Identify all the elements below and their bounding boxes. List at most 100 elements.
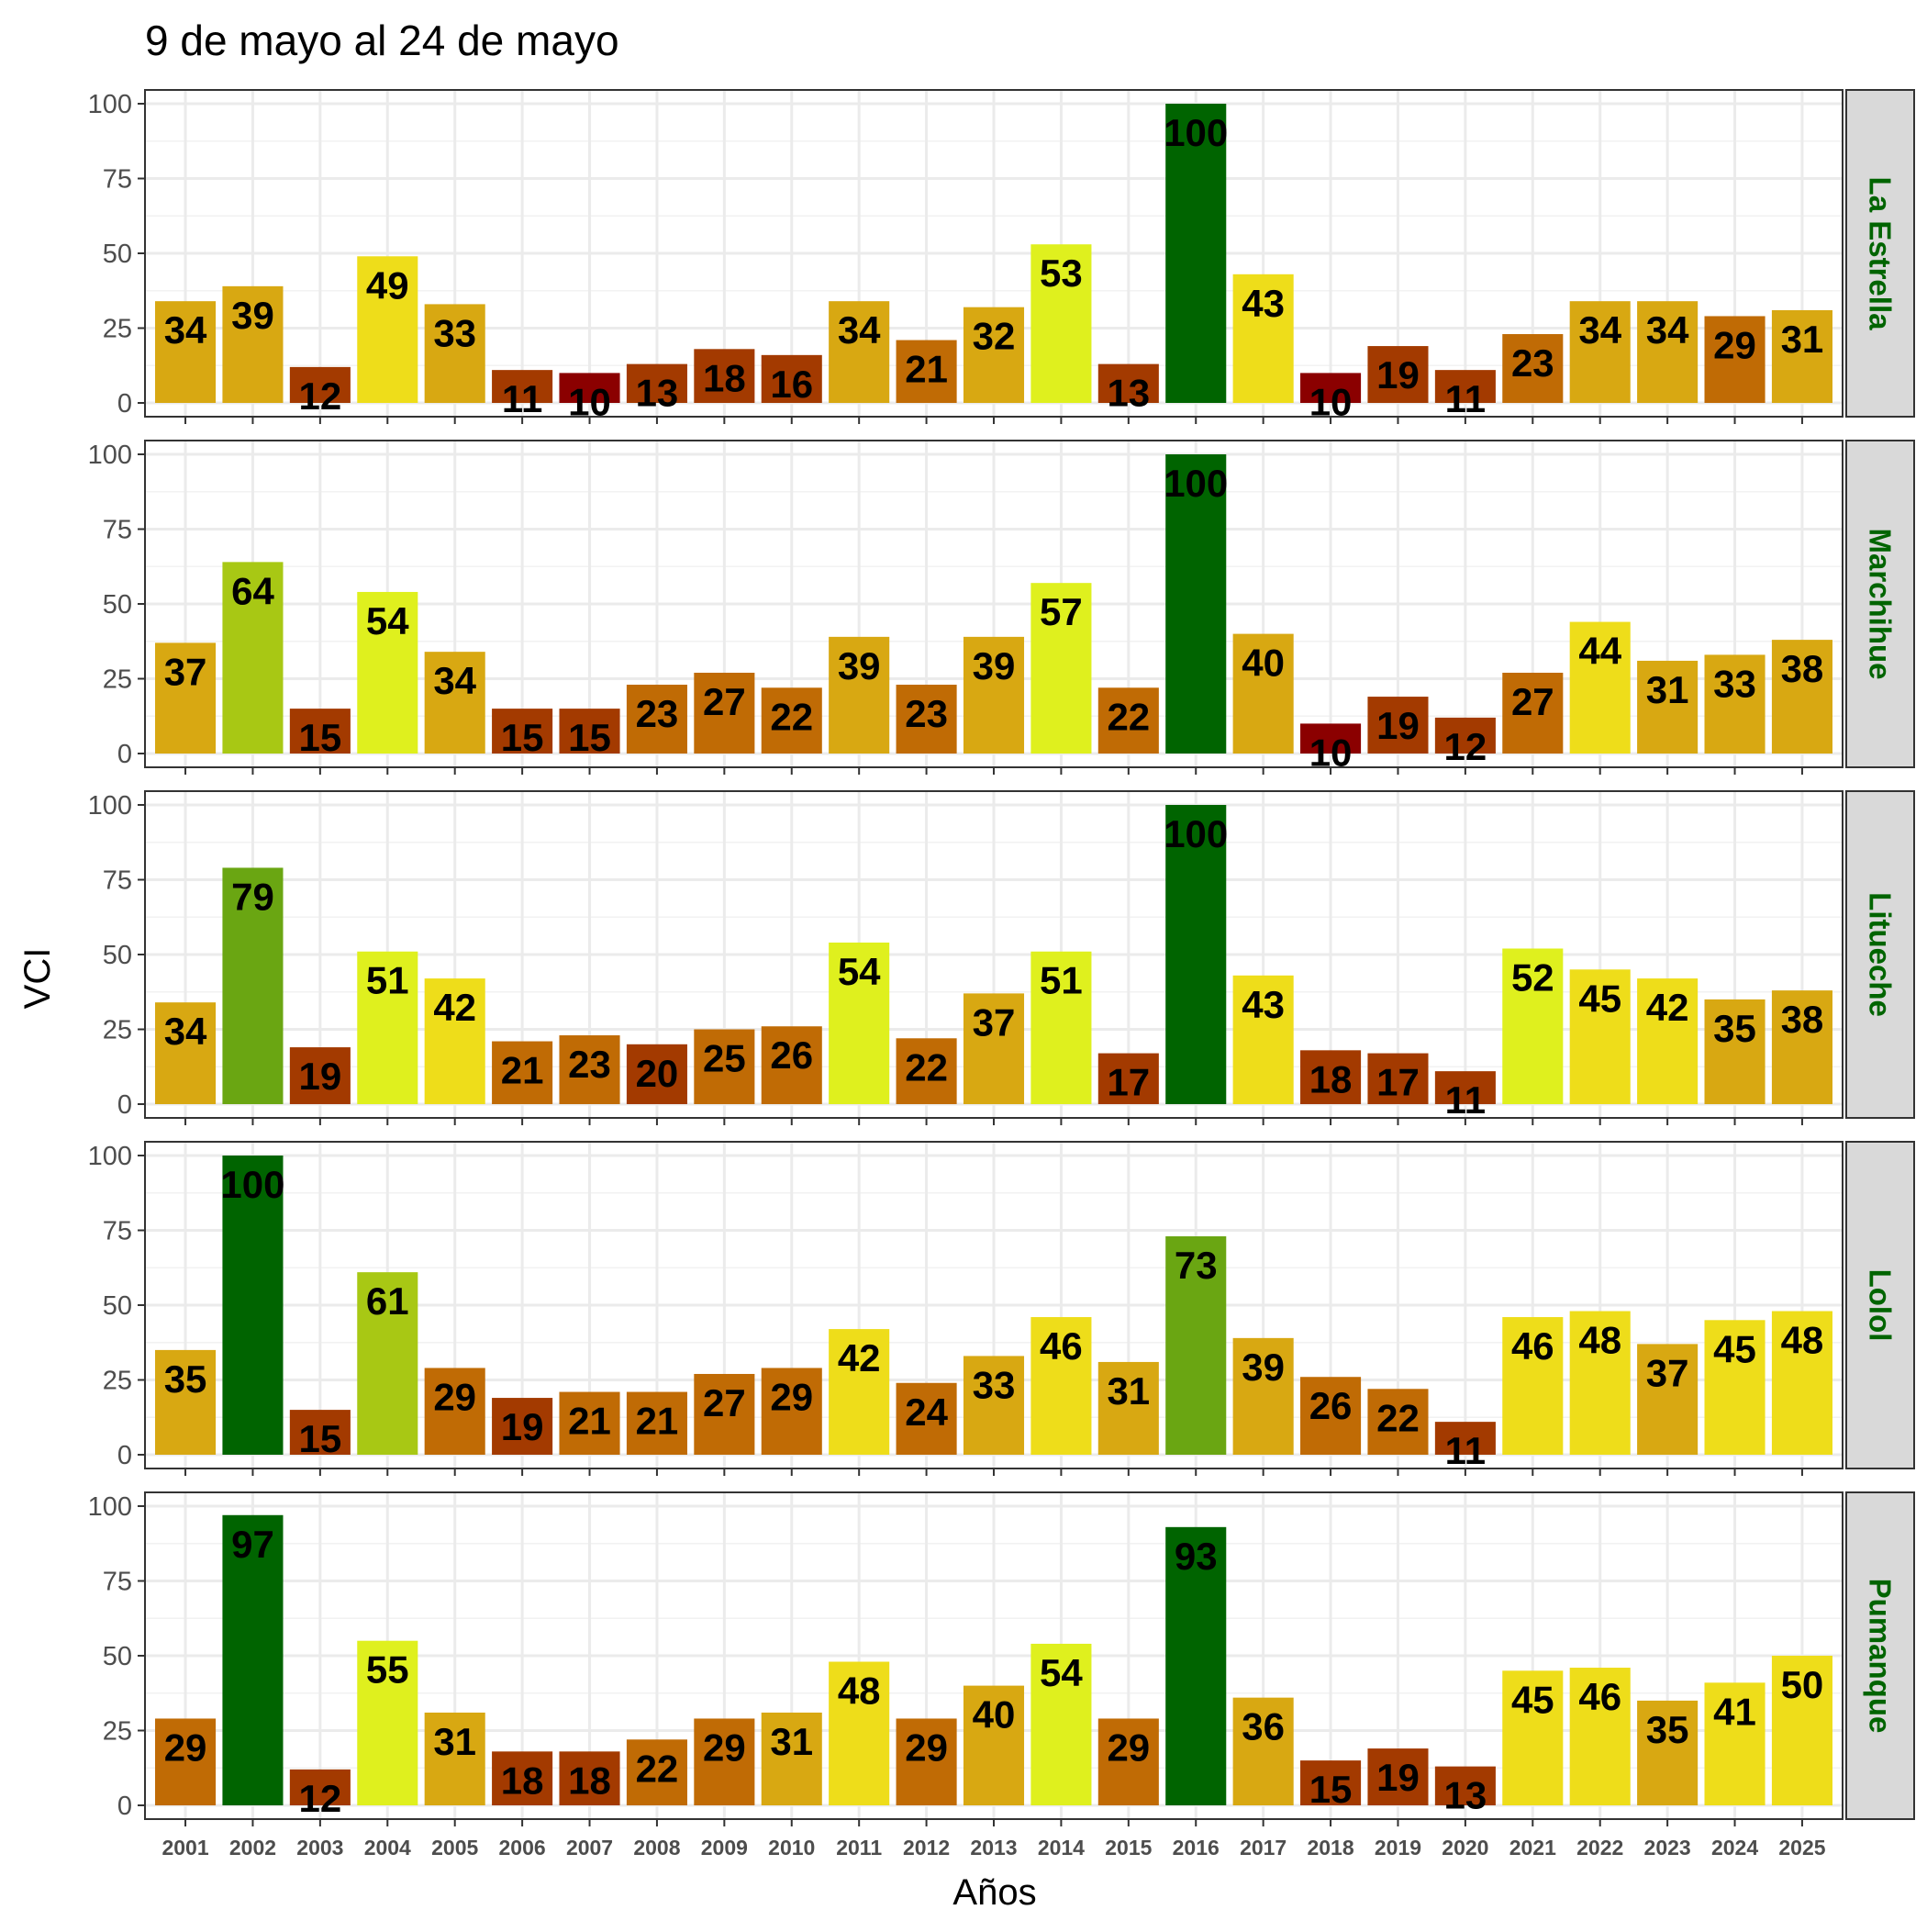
x-tick-label: 2016 <box>1173 1836 1220 1859</box>
y-tick-label: 100 <box>88 90 132 119</box>
facet-strip-label: La Estrella <box>1864 177 1898 331</box>
bar-2013 <box>963 636 1025 754</box>
x-tick-label: 2024 <box>1711 1836 1758 1859</box>
bar-value-label: 23 <box>905 692 948 735</box>
bar-value-label: 18 <box>568 1759 611 1802</box>
bar-2003 <box>289 1769 351 1805</box>
bar-value-label: 31 <box>1646 668 1689 711</box>
x-tick-label: 2020 <box>1442 1836 1488 1859</box>
bar-value-label: 97 <box>231 1523 274 1566</box>
bar-value-label: 51 <box>1040 959 1083 1002</box>
bar-2019 <box>1367 346 1429 403</box>
bar-value-label: 17 <box>1107 1061 1150 1104</box>
bar-2003 <box>289 1047 351 1104</box>
y-tick-label: 25 <box>103 665 132 695</box>
bar-value-label: 34 <box>164 1010 207 1053</box>
chart-title: 9 de mayo al 24 de mayo <box>145 17 619 64</box>
bar-2012 <box>896 1718 957 1805</box>
bar-2008 <box>626 363 687 403</box>
bar-value-label: 43 <box>1242 282 1285 325</box>
bar-2011 <box>829 1329 890 1455</box>
x-tick-label: 2023 <box>1644 1836 1691 1859</box>
bar-2006 <box>492 1041 553 1104</box>
bar-value-label: 73 <box>1175 1244 1218 1287</box>
bar-2020 <box>1434 1766 1496 1805</box>
bar-value-label: 23 <box>636 692 679 735</box>
bar-2018 <box>1300 1377 1362 1455</box>
bar-value-label: 29 <box>1713 323 1756 366</box>
bar-value-label: 100 <box>1164 111 1228 154</box>
bar-2016 <box>1165 1526 1227 1805</box>
bar-value-label: 29 <box>703 1725 746 1769</box>
bar-2025 <box>1771 640 1832 754</box>
bar-value-label: 25 <box>703 1037 746 1080</box>
bar-2001 <box>155 1718 217 1805</box>
bar-2004 <box>357 256 418 403</box>
x-tick-label: 2004 <box>364 1836 411 1859</box>
bar-2018 <box>1300 373 1362 403</box>
bar-value-label: 26 <box>770 1033 813 1077</box>
bar-value-label: 46 <box>1578 1675 1621 1718</box>
bar-2017 <box>1232 633 1294 754</box>
y-tick-label: 25 <box>103 1016 132 1045</box>
bar-value-label: 64 <box>231 569 274 612</box>
bar-2001 <box>155 301 217 403</box>
bar-value-label: 24 <box>905 1390 948 1434</box>
bar-2001 <box>155 1349 217 1455</box>
bar-value-label: 46 <box>1040 1324 1083 1368</box>
bar-value-label: 20 <box>636 1052 679 1095</box>
bar-value-label: 12 <box>1444 725 1487 768</box>
bar-value-label: 22 <box>636 1747 679 1790</box>
bar-value-label: 15 <box>299 1417 342 1460</box>
y-tick-label: 50 <box>103 1291 132 1321</box>
y-tick-label: 50 <box>103 240 132 269</box>
bar-2024 <box>1704 1320 1765 1455</box>
x-tick-label: 2018 <box>1307 1836 1353 1859</box>
x-tick-label: 2014 <box>1038 1836 1085 1859</box>
bar-2003 <box>289 709 351 754</box>
bar-2006 <box>492 370 553 403</box>
x-axis-ticks: 2001 2002 2003 2004 2005 2006 2007 2008 2009 2010… <box>162 1836 1825 1859</box>
x-tick-label: 2001 <box>162 1836 208 1859</box>
bar-value-label: 12 <box>299 374 342 418</box>
bar-value-label: 38 <box>1781 998 1824 1041</box>
bar-2021 <box>1502 334 1564 403</box>
y-tick-label: 75 <box>103 1568 132 1597</box>
bar-2019 <box>1367 1389 1429 1455</box>
bar-2007 <box>559 1035 620 1104</box>
bar-value-label: 54 <box>838 950 881 993</box>
bar-value-label: 48 <box>838 1670 881 1713</box>
bar-2009 <box>694 1029 755 1104</box>
y-tick-label: 75 <box>103 165 132 195</box>
bar-2014 <box>1030 583 1092 754</box>
bar-2009 <box>694 1718 755 1805</box>
bar-value-label: 34 <box>1578 308 1621 352</box>
bar-value-label: 34 <box>1646 308 1689 352</box>
panel-pumanque: 29 97 12 55 31 18 18 22 29 31 48 29 40 54 29 93 36 15 19 13… <box>88 1491 1915 1826</box>
bar-value-label: 22 <box>1107 695 1150 738</box>
bar-2014 <box>1030 244 1092 403</box>
bar-2022 <box>1569 301 1631 403</box>
bar-value-label: 23 <box>1511 341 1554 385</box>
y-tick-label: 50 <box>103 941 132 970</box>
bar-2016 <box>1165 805 1227 1104</box>
bar-value-label: 37 <box>164 650 207 693</box>
bar-value-label: 34 <box>838 308 881 352</box>
bar-value-label: 17 <box>1376 1061 1420 1104</box>
bar-value-label: 54 <box>366 599 409 642</box>
y-tick-label: 100 <box>88 791 132 821</box>
bar-2006 <box>492 1751 553 1805</box>
bar-value-label: 42 <box>433 986 476 1029</box>
bar-value-label: 33 <box>1713 662 1756 705</box>
bar-value-label: 27 <box>1511 680 1554 723</box>
bar-2015 <box>1097 687 1159 754</box>
bar-value-label: 42 <box>1646 986 1689 1029</box>
bar-2014 <box>1030 1317 1092 1455</box>
bar-2018 <box>1300 1760 1362 1805</box>
bar-value-label: 21 <box>636 1400 679 1443</box>
x-tick-label: 2015 <box>1105 1836 1152 1859</box>
bar-value-label: 22 <box>770 695 813 738</box>
panel-lolol: 35 100 15 61 29 19 21 21 27 29 42 24 33 46 31 73 39 26 22 1… <box>88 1141 1915 1476</box>
bar-2016 <box>1165 1236 1227 1455</box>
bar-2005 <box>424 1712 485 1805</box>
